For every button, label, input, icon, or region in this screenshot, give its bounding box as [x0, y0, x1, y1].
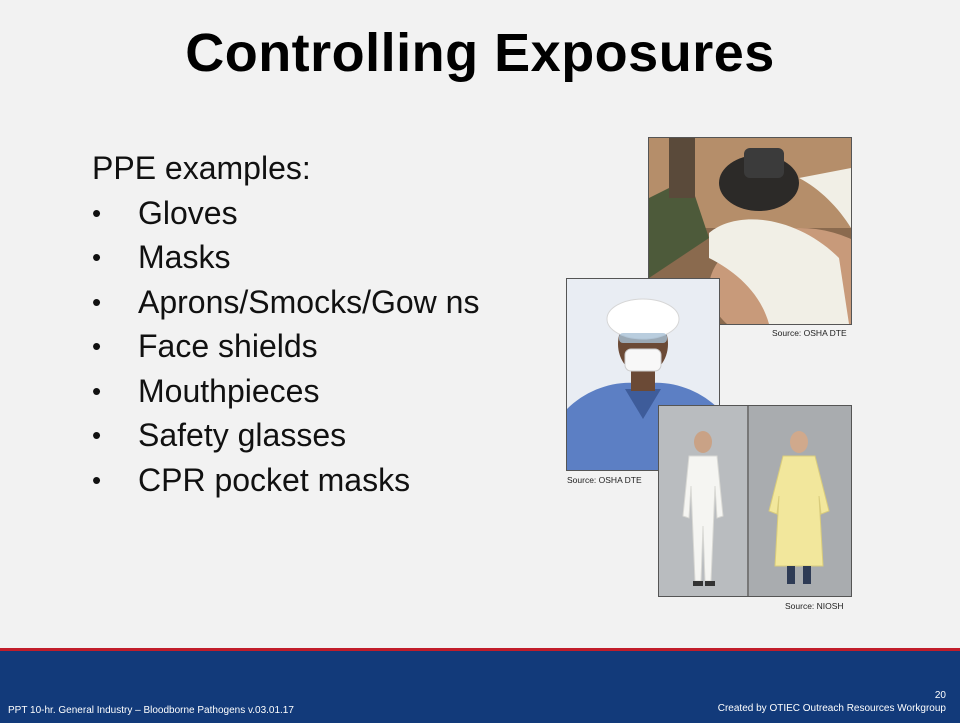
gowns-illustration	[659, 406, 851, 596]
footer-credits: 20 Created by OTIEC Outreach Resources W…	[718, 689, 946, 715]
slide-title: Controlling Exposures	[185, 23, 775, 83]
list-item: • Face shields	[92, 324, 492, 369]
footer-course-title: PPT 10-hr. General Industry – Bloodborne…	[8, 705, 294, 716]
page-number: 20	[934, 690, 946, 701]
bullet-icon: •	[92, 464, 102, 495]
bullet-icon: •	[92, 286, 102, 317]
bullet-icon: •	[92, 197, 102, 228]
bullet-icon: •	[92, 375, 102, 406]
list-item: • Mouthpieces	[92, 369, 492, 414]
footer-creator: Created by OTIEC Outreach Resources Work…	[717, 703, 946, 714]
gloves-photo-caption: Source: OSHA DTE	[772, 328, 847, 338]
bullet-icon: •	[92, 420, 102, 450]
list-item: • Safety glasses	[92, 413, 492, 458]
ppe-intro: PPE examples:	[92, 150, 311, 186]
list-item: • CPR pocket masks	[92, 458, 492, 503]
surgical-photo-caption: Source: OSHA DTE	[567, 475, 642, 485]
list-item: • Masks	[92, 235, 492, 280]
slide-body: PPE examples: • Gloves • Masks • Aprons/Smo…	[92, 146, 492, 502]
list-item: • Aprons/Smocks/Gow ns	[92, 280, 492, 325]
list-item: • Gloves	[92, 191, 492, 236]
bullet-icon: •	[92, 331, 102, 361]
ppe-list: • Gloves • Masks • Aprons/Smocks/Gow ns • Fa…	[92, 191, 492, 503]
gowns-photo-caption: Source: NIOSH	[785, 601, 844, 611]
footer-bar: PPT 10-hr. General Industry – Bloodborne…	[0, 648, 960, 723]
gowns-photo	[658, 405, 852, 597]
bullet-icon: •	[92, 242, 102, 272]
